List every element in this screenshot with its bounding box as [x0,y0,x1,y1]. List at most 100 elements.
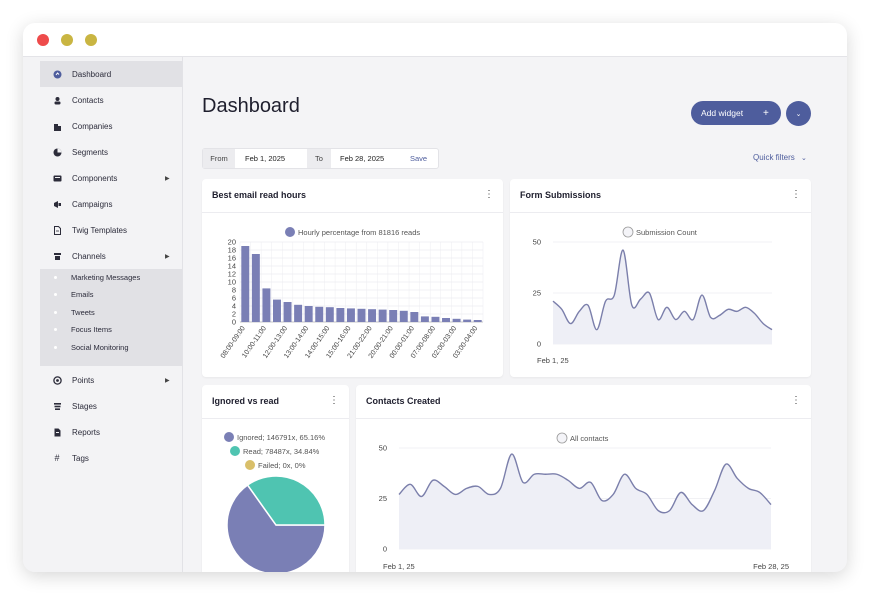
stack-icon [52,401,62,411]
legend-marker [245,460,255,470]
user-icon [52,95,62,105]
bar-chart: Hourly percentage from 81816 reads024681… [220,227,484,360]
sidebar-item-tags[interactable]: # Tags [40,445,182,471]
y-tick-label: 0 [232,318,236,327]
chevron-down-icon: ⌄ [795,110,802,118]
to-date-input[interactable]: Feb 28, 2025 [340,154,385,163]
submenu-item-marketing-messages[interactable]: Marketing Messages [40,269,182,286]
y-tick-label: 12 [228,270,236,279]
from-label: From [203,149,235,168]
widget-best-email-read-hours: Best email read hours ⋮ Hourly percentag… [202,179,503,377]
y-tick-label: 2 [232,310,236,319]
series-line [552,249,773,331]
more-options-button[interactable]: ⌄ [786,101,811,126]
pie-slice [226,484,326,572]
app-window: Dashboard Contacts Companies Segments Co… [23,23,847,572]
sidebar-item-channels[interactable]: Channels ▶ [40,243,182,269]
zoom-window-button[interactable] [85,34,97,46]
bar [251,254,260,322]
plus-icon: + [763,107,769,119]
area-fill [553,250,772,344]
sidebar-item-twig-templates[interactable]: Twig Templates [40,217,182,243]
widget-title: Form Submissions [520,190,602,200]
page-title: Dashboard [202,95,300,117]
y-tick-label: 16 [228,254,236,263]
caret-right-icon: ▶ [165,175,170,182]
x-tick-label: Feb 1, 25 [537,356,569,365]
close-window-button[interactable] [37,34,49,46]
widget-header: Best email read hours ⋮ [202,179,503,213]
sidebar-item-label: Points [72,375,95,385]
widget-title: Ignored vs read [212,396,280,406]
bar [442,318,451,322]
sidebar-item-label: Stages [72,401,97,411]
sidebar-item-contacts[interactable]: Contacts [40,87,182,113]
bullet-icon [54,276,57,279]
widget-title: Contacts Created [366,396,441,406]
save-filter-button[interactable]: Save [410,154,428,163]
sidebar-item-label: Campaigns [72,199,113,209]
submenu-item-emails[interactable]: Emails [40,286,182,303]
sidebar-item-label: Twig Templates [72,225,127,235]
dashboard-icon [52,69,62,79]
y-tick-label: 6 [232,294,236,303]
pie-slice [246,475,326,526]
quick-filters-dropdown[interactable]: Quick filters ⌄ [753,153,807,162]
area-fill [399,454,771,549]
bar [357,308,366,322]
submenu-item-focus-items[interactable]: Focus Items [40,321,182,338]
caret-right-icon: ▶ [165,253,170,260]
minimize-window-button[interactable] [61,34,73,46]
legend-label: Ignored; 146791x, 65.16% [237,433,325,442]
bar [378,309,387,322]
kebab-icon[interactable]: ⋮ [484,189,494,200]
submenu-item-social-monitoring[interactable]: Social Monitoring [40,339,182,356]
building-icon [52,121,62,131]
y-tick-label: 8 [232,286,236,295]
quick-filters-label: Quick filters [753,153,795,162]
bar [304,306,313,322]
widget-header: Form Submissions ⋮ [510,179,811,213]
series-line [398,453,772,514]
bar [262,288,271,322]
sidebar-item-companies[interactable]: Companies [40,113,182,139]
add-widget-label: Add widget [701,108,744,118]
kebab-icon[interactable]: ⋮ [791,189,801,200]
sidebar-item-reports[interactable]: Reports [40,419,182,445]
y-tick-label: 0 [383,545,387,554]
from-date-input[interactable]: Feb 1, 2025 [245,154,286,163]
title-bar [23,23,847,57]
bullet-icon [54,346,57,349]
eye-icon [52,375,62,385]
report-icon [52,427,62,437]
widget-header: Ignored vs read ⋮ [202,385,349,419]
y-tick-label: 25 [533,289,541,298]
channels-icon [52,251,62,261]
submenu-label: Tweets [71,308,95,317]
sidebar-item-campaigns[interactable]: Campaigns [40,191,182,217]
kebab-icon[interactable]: ⋮ [791,395,801,406]
bar [283,302,292,322]
bar [463,319,472,322]
legend-marker [622,226,634,238]
sidebar-item-label: Channels [72,251,106,261]
add-widget-button[interactable]: Add widget + [691,101,781,125]
hash-icon: # [54,453,60,463]
sidebar: Dashboard Contacts Companies Segments Co… [23,57,183,572]
legend-label: Hourly percentage from 81816 reads [298,228,420,237]
bar [431,316,440,322]
sidebar-item-segments[interactable]: Segments [40,139,182,165]
sidebar-item-stages[interactable]: Stages [40,393,182,419]
sidebar-item-dashboard[interactable]: Dashboard [40,61,182,87]
legend-marker [556,432,568,444]
kebab-icon[interactable]: ⋮ [329,395,339,406]
y-tick-label: 14 [228,262,236,271]
sidebar-item-points[interactable]: Points ▶ [40,367,182,393]
bar [389,310,398,322]
submenu-label: Social Monitoring [71,343,129,352]
legend-marker [230,446,240,456]
sidebar-item-components[interactable]: Components ▶ [40,165,182,191]
box-icon [52,173,62,183]
bar [368,309,377,322]
submenu-item-tweets[interactable]: Tweets [40,304,182,321]
